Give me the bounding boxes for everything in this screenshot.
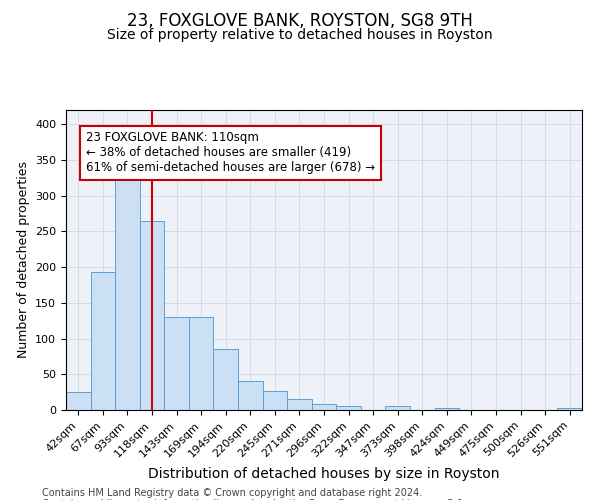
Bar (336, 406, 361, 410)
Text: 23 FOXGLOVE BANK: 110sqm
← 38% of detached houses are smaller (419)
61% of semi-: 23 FOXGLOVE BANK: 110sqm ← 38% of detach… (86, 132, 375, 174)
Bar (312, 404, 336, 410)
Text: Size of property relative to detached houses in Royston: Size of property relative to detached ho… (107, 28, 493, 42)
Bar (214, 350, 238, 410)
Bar (263, 390, 287, 410)
Text: Contains public sector information licensed under the Open Government Licence v3: Contains public sector information licen… (42, 499, 466, 500)
Y-axis label: Number of detached properties: Number of detached properties (17, 162, 29, 358)
Bar (434, 408, 459, 410)
Bar (91, 272, 115, 410)
Text: 23, FOXGLOVE BANK, ROYSTON, SG8 9TH: 23, FOXGLOVE BANK, ROYSTON, SG8 9TH (127, 12, 473, 30)
Bar (557, 408, 582, 410)
Bar (385, 406, 410, 410)
Bar (287, 400, 312, 410)
Bar (189, 317, 214, 410)
Text: Contains HM Land Registry data © Crown copyright and database right 2024.: Contains HM Land Registry data © Crown c… (42, 488, 422, 498)
Bar (140, 220, 164, 410)
Bar (164, 317, 189, 410)
Bar (66, 392, 91, 410)
Bar (238, 382, 263, 410)
Bar (115, 176, 140, 410)
X-axis label: Distribution of detached houses by size in Royston: Distribution of detached houses by size … (148, 467, 500, 481)
